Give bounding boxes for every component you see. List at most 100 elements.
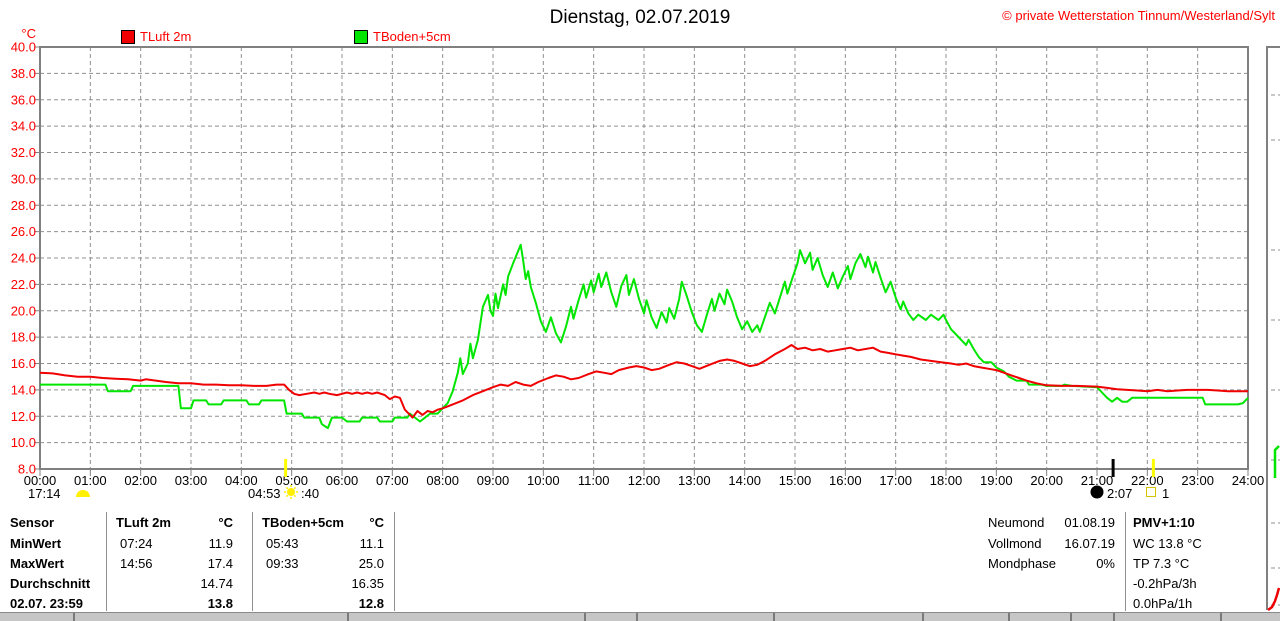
svg-text:09:00: 09:00 — [477, 473, 510, 488]
svg-text:02:00: 02:00 — [124, 473, 157, 488]
tluft-max-time: 14:56 — [120, 556, 153, 571]
tboden-avg-value: 16.35 — [351, 576, 384, 591]
moonset-time: 2:07 — [1107, 486, 1133, 501]
svg-text:24.0: 24.0 — [11, 251, 36, 266]
svg-text:13:00: 13:00 — [678, 473, 711, 488]
svg-text:26.0: 26.0 — [11, 224, 36, 239]
table-separator — [106, 512, 107, 611]
tluft-min-time: 07:24 — [120, 536, 153, 551]
svg-text:36.0: 36.0 — [11, 92, 36, 107]
mondphase-value: 0% — [1096, 556, 1115, 571]
svg-text:12.0: 12.0 — [11, 409, 36, 424]
svg-text:32.0: 32.0 — [11, 145, 36, 160]
svg-text:19:00: 19:00 — [980, 473, 1013, 488]
stats-label-maxwert: MaxWert — [10, 556, 64, 571]
stats-label-durchschnitt: Durchschnitt — [10, 576, 91, 591]
svg-text:21:00: 21:00 — [1081, 473, 1114, 488]
legend-item-tluft: TLuft 2m — [121, 29, 191, 44]
table-separator — [1125, 512, 1126, 611]
y-axis-unit-label: °C — [21, 26, 36, 41]
legend-item-tboden: TBoden+5cm — [354, 29, 451, 44]
stats-label-last: 02.07. 23:59 — [10, 596, 84, 611]
svg-text:8.0: 8.0 — [18, 462, 36, 477]
svg-text:04:00: 04:00 — [225, 473, 258, 488]
svg-text:10.0: 10.0 — [11, 435, 36, 450]
pmv-label: PMV+1:10 — [1133, 515, 1195, 530]
svg-text:12:00: 12:00 — [628, 473, 661, 488]
tboden-max-time: 09:33 — [266, 556, 299, 571]
adjacent-green-fragment — [1273, 445, 1280, 478]
svg-text:08:00: 08:00 — [426, 473, 459, 488]
svg-text:34.0: 34.0 — [11, 119, 36, 134]
svg-text:28.0: 28.0 — [11, 198, 36, 213]
svg-text:03:00: 03:00 — [175, 473, 208, 488]
pressure-trend-1h: 0.0hPa/1h — [1133, 596, 1193, 611]
tluft-avg-value: 14.74 — [200, 576, 233, 591]
series-tluft-2m — [39, 344, 1248, 419]
table-separator — [394, 512, 395, 611]
svg-text:14.0: 14.0 — [11, 382, 36, 397]
tboden-legend-swatch — [354, 29, 368, 44]
svg-text:24:00: 24:00 — [1232, 473, 1265, 488]
newmoon-icon — [1090, 485, 1104, 499]
svg-text:06:00: 06:00 — [326, 473, 359, 488]
tboden-unit: °C — [369, 515, 384, 530]
svg-text:38.0: 38.0 — [11, 66, 36, 81]
marker-square-icon — [1146, 487, 1156, 497]
daylight-halfsun-icon — [76, 490, 90, 497]
copyright-note: © private Wetterstation Tinnum/Westerlan… — [1002, 8, 1275, 23]
marker-square-count: 1 — [1162, 486, 1170, 501]
svg-text:16.0: 16.0 — [11, 356, 36, 371]
svg-text:05:00: 05:00 — [275, 473, 308, 488]
sunrise-sun-icon — [284, 485, 298, 499]
svg-text:00:00: 00:00 — [24, 473, 57, 488]
svg-text:18.0: 18.0 — [11, 330, 36, 345]
svg-text:17:00: 17:00 — [879, 473, 912, 488]
svg-text:10:00: 10:00 — [527, 473, 560, 488]
svg-text:01:00: 01:00 — [74, 473, 107, 488]
tboden-min-value: 11.1 — [359, 536, 384, 551]
svg-text:23:00: 23:00 — [1181, 473, 1214, 488]
table-separator — [252, 512, 253, 611]
svg-text:22:00: 22:00 — [1131, 473, 1164, 488]
svg-text:16:00: 16:00 — [829, 473, 862, 488]
neumond-value: 01.08.19 — [1064, 515, 1115, 530]
chart-axis-labels: 8.0 10.0 12.0 14.0 16.0 18.0 20.0 22.0 24.0 26.0 2… — [11, 40, 1265, 489]
tluft-max-value: 17.4 — [207, 556, 233, 571]
bottom-panel-divider — [0, 612, 1280, 621]
tluft-legend-label: TLuft 2m — [140, 29, 192, 44]
tluft-legend-swatch — [121, 29, 135, 44]
vollmond-value: 16.07.19 — [1064, 536, 1115, 551]
svg-text:22.0: 22.0 — [11, 277, 36, 292]
tboden-min-time: 05:43 — [266, 536, 299, 551]
svg-text:14:00: 14:00 — [728, 473, 761, 488]
tluft-column-header: TLuft 2m — [116, 515, 171, 530]
tboden-legend-label: TBoden+5cm — [373, 29, 451, 44]
neumond-label: Neumond — [988, 515, 1045, 530]
tluft-unit: °C — [218, 515, 233, 530]
pressure-trend-3h: -0.2hPa/3h — [1133, 576, 1197, 591]
tboden-max-value: 25.0 — [358, 556, 384, 571]
sunrise-suffix: :40 — [301, 486, 320, 501]
adjacent-panel-sliver — [1266, 46, 1280, 611]
vollmond-label: Vollmond — [988, 536, 1042, 551]
adjacent-red-fragment — [1267, 587, 1280, 611]
svg-text:11:00: 11:00 — [578, 473, 610, 488]
svg-text:18:00: 18:00 — [930, 473, 963, 488]
chart-grid — [34, 46, 1249, 476]
tboden-column-header: TBoden+5cm — [262, 515, 344, 530]
svg-text:07:00: 07:00 — [376, 473, 409, 488]
tluft-min-value: 11.9 — [208, 536, 233, 551]
svg-text:30.0: 30.0 — [11, 171, 36, 186]
svg-text:20:00: 20:00 — [1030, 473, 1063, 488]
stats-header-sensor: Sensor — [10, 515, 55, 530]
stats-label-minwert: MinWert — [10, 536, 62, 551]
sunrise-time: 04:53 — [248, 486, 281, 501]
dewpoint-value: TP 7.3 °C — [1133, 556, 1190, 571]
tluft-last-value: 13.8 — [207, 596, 233, 611]
series-tboden+5cm — [40, 243, 1249, 430]
svg-text:15:00: 15:00 — [779, 473, 812, 488]
svg-text:40.0: 40.0 — [11, 40, 36, 55]
